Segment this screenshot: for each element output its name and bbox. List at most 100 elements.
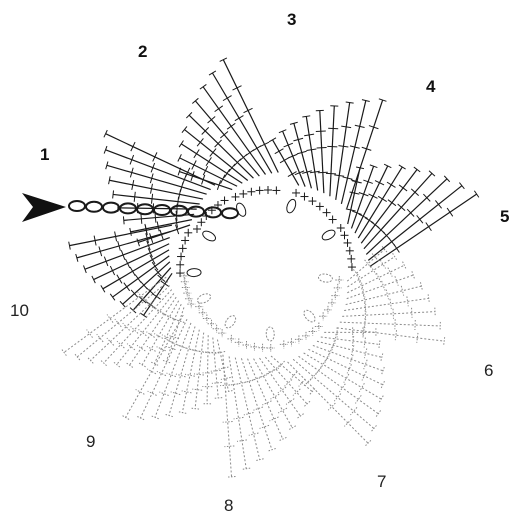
segment-6 [318,246,445,345]
stitch-cap [101,285,105,292]
stitch-post [306,116,317,190]
stitch-post [77,281,168,357]
segment-label-7: 7 [377,472,386,491]
stitch-cap [376,410,381,416]
stitch-cap [214,398,222,399]
stitch-crossbar [244,108,253,112]
stitch-cap [381,353,383,361]
stitch-post [346,286,422,304]
stitch-crossbar [278,387,286,393]
stitch-post [166,307,184,361]
stitch-cap [179,140,183,147]
stitch-cap [379,396,383,403]
segment-2 [104,130,229,246]
chain-oval [285,198,297,214]
stitch-crossbar [387,182,396,187]
stitch-crossbar [87,330,93,338]
stitch-crossbar [210,149,216,157]
stitch-post [265,357,307,404]
stitch-post [126,315,184,417]
stitch-post [368,186,462,261]
segment-label-3: 3 [287,10,296,29]
stitch-crossbar [334,175,344,176]
stitch-crossbar [376,273,380,282]
stitch-crossbar [209,352,219,353]
stitch-post [321,337,380,345]
stitch-crossbar [125,259,129,268]
stitch-crossbar [131,142,135,151]
stitch-crossbar [293,389,300,396]
stitch-post [223,60,278,173]
stitch-post [235,358,259,460]
stitch-post [123,262,170,304]
stitch-crossbar [338,146,348,147]
stitch-cap [365,440,371,446]
segment-1 [69,225,201,317]
stitch-post [304,353,382,399]
stitch-crossbar [368,194,377,198]
stitch-cap [114,362,120,367]
stitch-crossbar [192,160,196,169]
stitch-crossbar [223,422,233,423]
stitch-crossbar [271,394,280,399]
stitch-crossbar [399,185,407,191]
segment-label-1: 1 [40,145,49,164]
stitch-crossbar [341,126,351,127]
stitch-post [64,277,166,352]
stitch-crossbar [426,222,432,230]
stitch-crossbar [359,214,368,218]
stitch-crossbar [223,96,232,101]
stitch-post [229,356,246,468]
stitch-crossbar [378,196,387,201]
stitch-cap [346,102,354,103]
stitch-crossbar [260,142,269,146]
stitch-cap [126,363,133,368]
stitch-cap [242,468,250,469]
stitch-post [203,87,265,175]
stitch-post [169,326,195,415]
segment-3 [178,58,281,218]
stitch-post [131,220,192,232]
stitch-crossbar [280,158,289,163]
stitch-crossbar [435,200,441,208]
stitch-post [207,335,208,404]
foundation-chain-oval [154,205,170,215]
stitch-crossbar [393,309,394,319]
stitch-crossbar [131,327,138,334]
stitch-cap [371,425,376,431]
stitch-crossbar [371,266,376,274]
stitch-cap [310,389,315,395]
stitch-crossbar [221,175,225,184]
segment-label-2: 2 [138,42,147,61]
stitch-crossbar [141,214,142,224]
stitch-cap [62,349,67,355]
stitch-crossbar [394,244,400,252]
stitch-crossbar [395,330,396,340]
stitch-post [344,298,429,310]
stitch-crossbar [197,138,203,146]
stitch-post [340,322,440,326]
stitch-crossbar [194,149,199,157]
stitch-cap [379,340,380,348]
stitch-cap [209,71,216,75]
foundation-chain-oval [137,204,153,214]
stitch-post [195,333,204,409]
stitch-crossbar [235,116,244,121]
stitch-crossbar [134,192,135,202]
segment-5 [321,164,479,271]
stitch-cap [459,183,464,189]
segment-label-4: 4 [426,77,436,96]
stitch-crossbar [375,181,384,185]
stitch-crossbar [135,274,141,282]
chain-oval [266,327,274,341]
stitch-post [317,341,382,357]
stitch-cap [269,138,276,142]
stitch-crossbar [152,194,153,204]
chain-oval [196,292,212,305]
stitch-crossbar [359,383,364,392]
stitch-cap [289,426,296,430]
stitch-cap [302,116,310,117]
stitch-post [348,168,360,224]
